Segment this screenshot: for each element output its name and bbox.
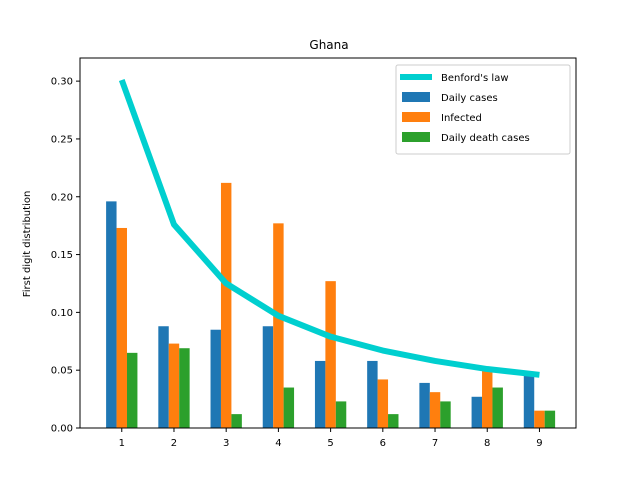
bars-layer <box>106 182 556 428</box>
bar-daily-cases-3 <box>210 329 221 428</box>
x-tick-label-5: 5 <box>327 438 333 449</box>
bar-daily-death-cases-4 <box>283 387 295 428</box>
bar-daily-death-cases-2 <box>179 348 190 428</box>
x-tick-label-1: 1 <box>119 438 125 449</box>
bar-infected-9 <box>534 410 545 428</box>
bar-daily-death-cases-8 <box>492 387 503 428</box>
bar-infected-2 <box>168 343 180 428</box>
x-tick-label-6: 6 <box>380 438 386 449</box>
legend-box <box>395 64 571 155</box>
bar-daily-death-cases-9 <box>544 410 556 428</box>
y-tick-label-0.00: 0.00 <box>51 424 73 435</box>
y-tick-label-0.30: 0.30 <box>51 77 73 88</box>
x-tick-label-9: 9 <box>536 438 542 449</box>
chart-title: Ghana <box>309 38 348 52</box>
legend: Benford's law Daily cases Infected Daily de… <box>395 64 571 155</box>
benfords-law-line <box>118 78 540 378</box>
legend-label-daily-death-cases: Daily death cases <box>441 133 530 144</box>
y-tick-label-0.10: 0.10 <box>51 308 73 319</box>
y-tick-label-0.15: 0.15 <box>51 250 73 261</box>
y-tick-label-0.25: 0.25 <box>51 134 73 145</box>
bar-daily-death-cases-1 <box>126 352 138 428</box>
x-tick-label-4: 4 <box>275 438 281 449</box>
y-tick-label-0.20: 0.20 <box>51 192 73 203</box>
bar-infected-7 <box>429 392 441 428</box>
bar-daily-cases-7 <box>419 382 430 428</box>
bar-infected-1 <box>116 227 127 428</box>
y-tick-label-0.05: 0.05 <box>51 366 73 377</box>
plot-frame <box>79 57 577 429</box>
bar-daily-death-cases-7 <box>440 401 451 428</box>
bar-daily-cases-6 <box>367 360 378 428</box>
x-tick-label-2: 2 <box>171 438 177 449</box>
x-tick-label-7: 7 <box>432 438 438 449</box>
legend-swatch-daily-death-cases <box>402 132 430 142</box>
x-tick-label-8: 8 <box>484 438 490 449</box>
bar-infected-8 <box>482 370 493 428</box>
bar-daily-cases-8 <box>471 396 483 428</box>
legend-label-infected: Infected <box>441 113 482 124</box>
y-axis-label: First digit distribution <box>22 191 33 298</box>
bar-daily-death-cases-3 <box>231 414 242 428</box>
x-tick-label-3: 3 <box>223 438 229 449</box>
line-layer <box>118 78 540 378</box>
legend-swatch-daily-cases <box>402 92 430 102</box>
legend-label-daily-cases: Daily cases <box>441 93 498 104</box>
bar-daily-cases-5 <box>314 360 326 428</box>
bar-infected-6 <box>377 379 389 428</box>
bar-infected-4 <box>273 223 284 428</box>
bar-daily-cases-9 <box>523 374 535 428</box>
legend-swatch-infected <box>402 112 430 122</box>
bar-infected-3 <box>220 182 232 428</box>
bar-daily-cases-1 <box>106 201 117 428</box>
bar-daily-cases-2 <box>158 326 169 428</box>
bar-daily-death-cases-6 <box>388 414 399 428</box>
bar-daily-death-cases-5 <box>335 401 347 428</box>
axes-layer: 0.00 0.05 0.10 0.15 0.20 0.25 0.30 1 2 3 4 5 6 7 8 9 <box>51 57 577 449</box>
bar-daily-cases-4 <box>262 326 274 428</box>
bar-infected-5 <box>325 281 336 428</box>
legend-label-benford-s-law: Benford's law <box>441 73 509 84</box>
